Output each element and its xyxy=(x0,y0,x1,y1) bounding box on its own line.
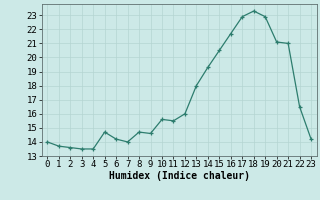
X-axis label: Humidex (Indice chaleur): Humidex (Indice chaleur) xyxy=(109,171,250,181)
